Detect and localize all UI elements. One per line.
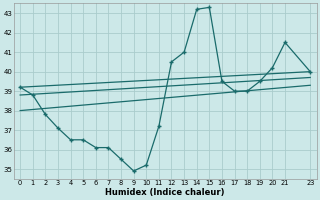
X-axis label: Humidex (Indice chaleur): Humidex (Indice chaleur) — [106, 188, 225, 197]
